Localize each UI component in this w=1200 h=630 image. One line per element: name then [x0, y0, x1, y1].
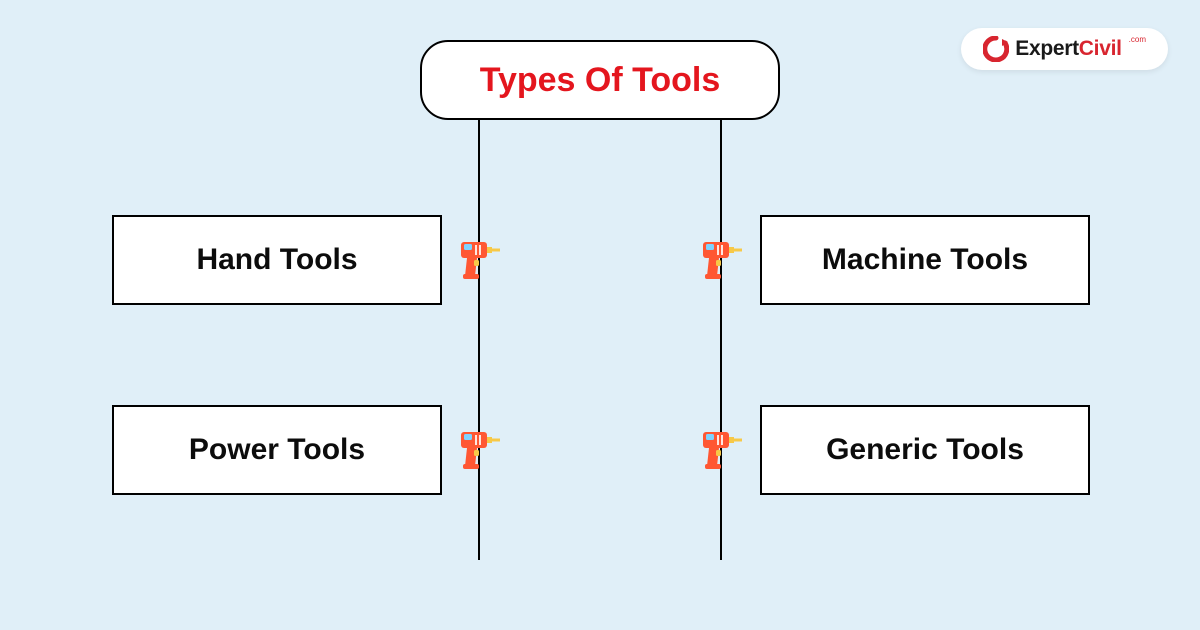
- item-label: Machine Tools: [822, 243, 1028, 277]
- drill-icon: [697, 236, 745, 284]
- logo-expert: Expert: [1015, 37, 1079, 60]
- connector-line-right: [720, 120, 722, 560]
- item-power-tools: Power Tools: [112, 405, 442, 495]
- connector-line-left: [478, 120, 480, 560]
- drill-icon: [455, 236, 503, 284]
- drill-icon: [455, 426, 503, 474]
- logo-badge: ExpertCivil .com: [961, 28, 1168, 70]
- logo-dotcom: .com: [1129, 35, 1146, 44]
- item-label: Hand Tools: [196, 243, 357, 277]
- drill-icon: [697, 426, 745, 474]
- logo-civil: Civil: [1079, 37, 1122, 60]
- title-box: Types Of Tools: [420, 40, 780, 120]
- item-label: Generic Tools: [826, 433, 1024, 467]
- logo-text: ExpertCivil: [1015, 37, 1121, 61]
- item-label: Power Tools: [189, 433, 365, 467]
- item-hand-tools: Hand Tools: [112, 215, 442, 305]
- title-text: Types Of Tools: [480, 61, 721, 100]
- logo-mark-icon: [983, 36, 1009, 62]
- item-machine-tools: Machine Tools: [760, 215, 1090, 305]
- item-generic-tools: Generic Tools: [760, 405, 1090, 495]
